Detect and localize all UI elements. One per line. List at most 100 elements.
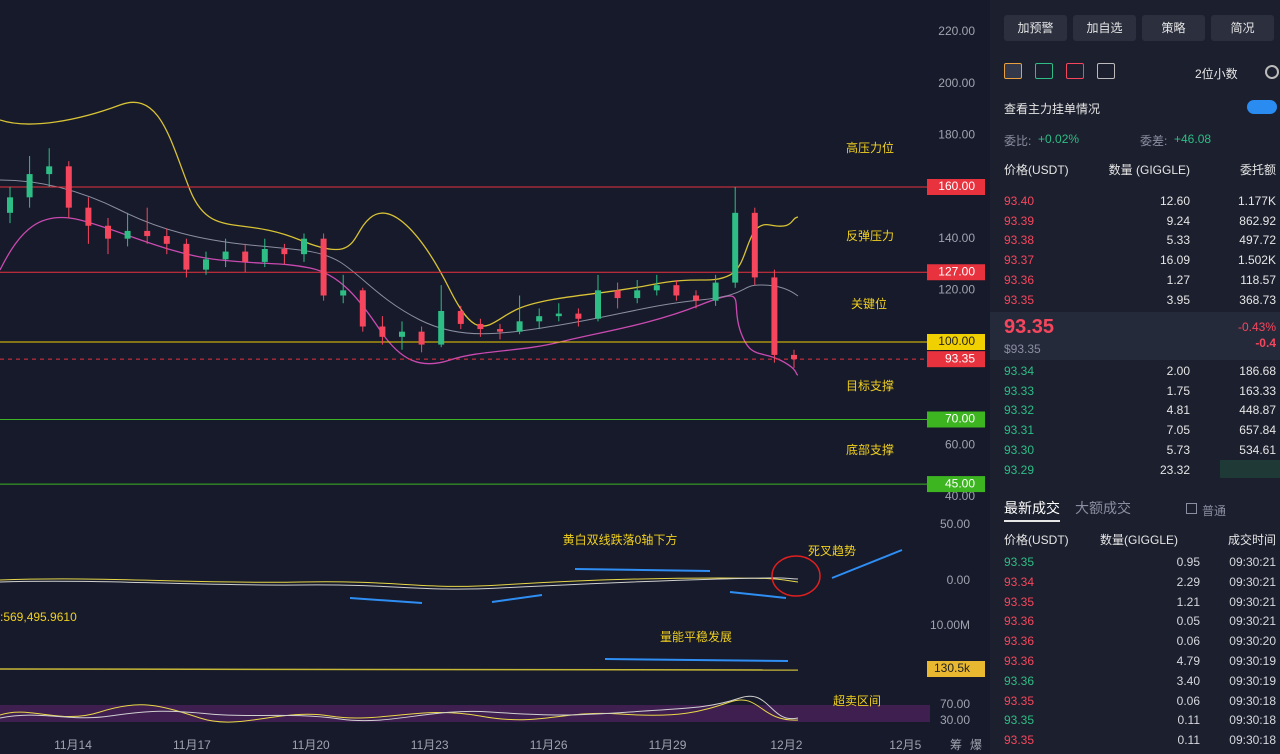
- y-tick-label: 180.00: [938, 128, 975, 142]
- sub-tick-label: 30.00: [940, 713, 970, 727]
- trade-header: 数量(GIGGLE): [1100, 533, 1179, 547]
- annotation: 量能平稳发展: [660, 629, 732, 644]
- candle-body: [340, 290, 347, 296]
- candle-body: [751, 212, 758, 278]
- book-cell: 1.502K: [1237, 253, 1276, 268]
- trade-price: 93.36: [1004, 614, 1035, 629]
- candle-body: [46, 166, 53, 175]
- candle-body: [26, 174, 33, 198]
- book-cell: 1.27: [1166, 272, 1190, 287]
- book-cell: 4.81: [1166, 403, 1190, 418]
- book-cell: 118.57: [1240, 272, 1276, 287]
- book-cell: 93.34: [1004, 364, 1035, 378]
- annotation: 死叉趋势: [808, 544, 856, 558]
- book-cell: 186.68: [1239, 364, 1276, 378]
- candle-body: [575, 313, 582, 319]
- decimals[interactable]: 2位小数: [1195, 67, 1238, 81]
- settings[interactable]: [1265, 65, 1279, 79]
- book-cell: 5.73: [1166, 442, 1190, 457]
- trade-price: 93.36: [1004, 654, 1035, 668]
- y-tick-label: 200.00: [938, 76, 975, 90]
- candle-body: [65, 166, 72, 208]
- trade-header: 成交时间: [1227, 533, 1276, 547]
- annotation: 目标支撑: [846, 378, 894, 393]
- toggle[interactable]: [1247, 100, 1277, 114]
- x-tick-label: 11月20: [292, 738, 330, 752]
- candle-body: [791, 354, 797, 360]
- candle-body: [281, 249, 288, 255]
- trade-time: 09:30:18: [1229, 713, 1276, 728]
- tab-active[interactable]: 最新成交: [1004, 500, 1060, 516]
- trade-qty: 0.11: [1177, 733, 1200, 748]
- button[interactable]: 加自选: [1073, 15, 1136, 41]
- annotation: 底部支撑: [846, 442, 894, 457]
- candle-body: [614, 290, 621, 299]
- x-tick-label: 12月5: [889, 738, 921, 752]
- level-tag: [927, 411, 985, 428]
- candle-body: [203, 259, 209, 270]
- trade-price: 93.34: [1004, 574, 1035, 589]
- book-cell: 93.36: [1004, 272, 1035, 287]
- candle-body: [653, 285, 660, 291]
- sub-tick-label: 10.00M: [930, 618, 970, 632]
- candle-body: [555, 313, 562, 317]
- candle-body: [516, 321, 523, 332]
- x-tick-label: 11月26: [530, 738, 568, 752]
- book-cell: 93.35: [1004, 292, 1035, 307]
- candle-body: [536, 316, 543, 322]
- main-orders[interactable]: 查看主力挂单情况: [1004, 102, 1101, 116]
- x-tick-label: 12月2: [770, 738, 802, 752]
- button[interactable]: 加预警: [1004, 15, 1067, 41]
- book-cell: 163.33: [1239, 383, 1276, 398]
- level-label: 93.35: [945, 351, 975, 365]
- candle-body: [771, 277, 778, 355]
- bottom-icon: 筹: [950, 738, 962, 752]
- view-icon[interactable]: [1035, 63, 1053, 79]
- depth-bar: [1220, 460, 1280, 478]
- y-tick-label: 120.00: [938, 283, 975, 297]
- level-tag: [927, 334, 985, 350]
- trade-price: 93.36: [1004, 634, 1035, 649]
- sub-tick-label: 50.00: [940, 517, 970, 531]
- trade-time: 09:30:18: [1229, 693, 1276, 708]
- book-cell: 93.32: [1004, 403, 1035, 418]
- trade-time: 09:30:21: [1229, 614, 1276, 629]
- book-header: 价格(USDT): [1004, 163, 1069, 177]
- candle-body: [7, 197, 13, 213]
- book-cell: 1.177K: [1237, 194, 1276, 208]
- candle-body: [457, 311, 464, 324]
- candle-body: [418, 331, 425, 345]
- sub-tick-label: 0.00: [947, 573, 971, 587]
- book-cell: 534.61: [1239, 442, 1276, 457]
- trade-time: 09:30:19: [1229, 654, 1276, 668]
- chart: 220.00 200.00 180.00 140.00 120.00 60.00 40.00…: [0, 24, 985, 753]
- x-tick-label: 11月17: [173, 738, 211, 752]
- level-label: 100.00: [938, 334, 975, 348]
- checkbox[interactable]: [1186, 503, 1197, 514]
- book-cell: 23.32: [1159, 462, 1190, 477]
- book-cell: 862.92: [1239, 213, 1276, 228]
- candle-body: [222, 251, 229, 260]
- candle-body: [399, 331, 405, 337]
- trade-time: 09:30:21: [1229, 555, 1276, 569]
- trade-time: 09:30:21: [1229, 574, 1276, 589]
- trade-qty: 0.06: [1176, 634, 1200, 649]
- view-icon[interactable]: [1004, 63, 1022, 79]
- button[interactable]: 策略: [1142, 15, 1205, 41]
- bottom-icon: 爆: [970, 738, 982, 752]
- view-icon[interactable]: [1097, 63, 1115, 79]
- book-cell: 657.84: [1239, 423, 1276, 438]
- book-cell: 9.24: [1166, 213, 1190, 228]
- tab[interactable]: 大额成交: [1075, 500, 1131, 516]
- trade-qty: 1.21: [1176, 594, 1200, 609]
- view-icon[interactable]: [1066, 63, 1084, 79]
- annotation: 关键位: [851, 296, 887, 311]
- change-pct: -0.43%: [1237, 320, 1276, 334]
- button[interactable]: 简况: [1211, 15, 1274, 41]
- normal[interactable]: 普通: [1202, 504, 1227, 518]
- level-tag: [927, 351, 985, 368]
- level-tag: [927, 179, 985, 195]
- level-label: 160.00: [938, 179, 975, 193]
- candle-body: [261, 249, 268, 262]
- book-cell: 16.09: [1159, 253, 1190, 268]
